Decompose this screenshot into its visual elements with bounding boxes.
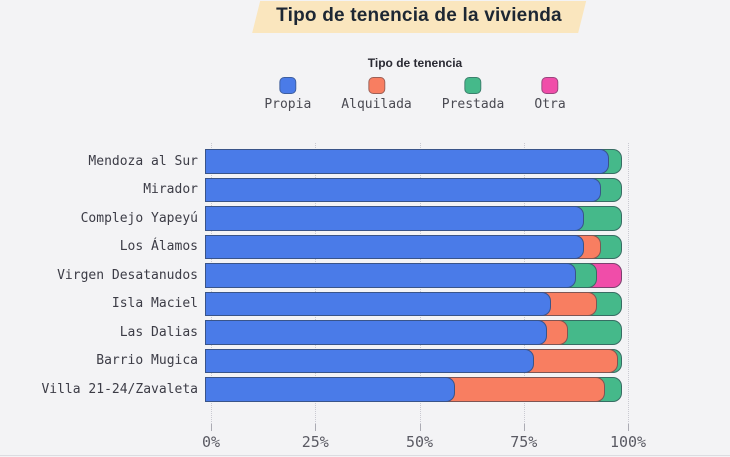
bar-track	[205, 291, 622, 316]
bar-track	[205, 377, 622, 402]
bar-row-complejo-yapeyu: Complejo Yapeyú	[0, 206, 730, 231]
bar-segment-propia	[205, 348, 535, 373]
legend-items: Propia Alquilada Prestada Otra	[264, 77, 566, 112]
bar-track	[205, 206, 622, 231]
bar-segment-propia	[205, 291, 552, 316]
category-label: Mendoza al Sur	[88, 153, 198, 169]
x-axis: 0% 25% 50% 75% 100%	[202, 424, 646, 454]
bar-rows: Mendoza al Sur Mirador Complejo Yapeyú Los …	[0, 149, 730, 402]
bar-segment-propia	[205, 320, 547, 345]
stacked-bar-chart: Mendoza al Sur Mirador Complejo Yapeyú Los …	[0, 143, 730, 451]
axis-tick-100	[628, 424, 629, 431]
category-label: Los Álamos	[119, 239, 198, 255]
bar-segment-propia	[205, 177, 602, 202]
axis-tick-label: 50%	[405, 433, 434, 451]
legend-title: Tipo de tenencia	[367, 56, 463, 70]
category-label: Villa 21-24/Zavaleta	[41, 381, 198, 397]
category-label: Complejo Yapeyú	[80, 210, 198, 226]
category-label: Barrio Mugica	[96, 353, 198, 369]
bar-track	[205, 234, 622, 259]
bar-track	[205, 320, 622, 345]
bar-row-mirador: Mirador	[0, 177, 730, 202]
title-highlight: Tipo de tenencia de la vivienda	[256, 1, 582, 33]
legend: Tipo de tenencia Propia Alquilada Prestada…	[264, 56, 565, 112]
bar-segment-propia	[205, 263, 577, 288]
axis-tick-label: 75%	[510, 433, 538, 451]
legend-label: Prestada	[441, 97, 505, 112]
bar-row-virgen-desatanudos: Virgen Desatanudos	[0, 263, 730, 288]
bar-segment-propia	[205, 234, 585, 259]
legend-swatch-otra	[541, 77, 559, 94]
bar-segment-propia	[205, 149, 610, 174]
axis-tick-50	[419, 424, 421, 431]
legend-swatch-alquilada	[368, 77, 386, 94]
bar-row-villa-21-24-zavaleta: Villa 21-24/Zavaleta	[0, 377, 730, 402]
bar-segment-propia	[205, 377, 456, 402]
gridline-100	[628, 143, 629, 424]
axis-tick-label: 0%	[201, 433, 221, 451]
chart-title-banner: Tipo de tenencia de la vivienda	[256, 1, 582, 33]
legend-item-otra: Otra	[534, 77, 566, 112]
legend-label: Otra	[534, 97, 566, 112]
bar-track	[205, 348, 622, 373]
bar-row-isla-maciel: Isla Maciel	[0, 291, 730, 316]
axis-tick-25	[315, 424, 317, 431]
bar-row-las-dalias: Las Dalias	[0, 320, 730, 345]
page-title: Tipo de tenencia de la vivienda	[276, 5, 562, 26]
category-label: Isla Maciel	[111, 296, 198, 312]
legend-label: Propia	[264, 97, 312, 112]
bar-track	[205, 149, 622, 174]
legend-swatch-propia	[279, 77, 297, 94]
category-label: Mirador	[143, 182, 198, 198]
axis-tick-75	[523, 424, 525, 431]
bar-track	[205, 177, 622, 202]
bar-row-los-a-lamos: Los Álamos	[0, 234, 730, 259]
bar-track	[205, 263, 622, 288]
legend-item-prestada: Prestada	[441, 77, 505, 112]
legend-label: Alquilada	[341, 97, 412, 112]
axis-tick-label: 25%	[301, 433, 329, 451]
bar-row-mendoza-al-sur: Mendoza al Sur	[0, 149, 730, 174]
axis-tick-label: 100%	[609, 433, 647, 451]
bottom-divider	[0, 455, 730, 456]
category-label: Las Dalias	[119, 324, 198, 340]
legend-item-alquilada: Alquilada	[341, 77, 412, 112]
legend-swatch-prestada	[464, 77, 482, 94]
bar-row-barrio-mugica: Barrio Mugica	[0, 348, 730, 373]
legend-item-propia: Propia	[264, 77, 311, 112]
bar-segment-propia	[205, 206, 585, 231]
axis-tick-0	[211, 424, 212, 431]
category-label: Virgen Desatanudos	[57, 267, 198, 283]
